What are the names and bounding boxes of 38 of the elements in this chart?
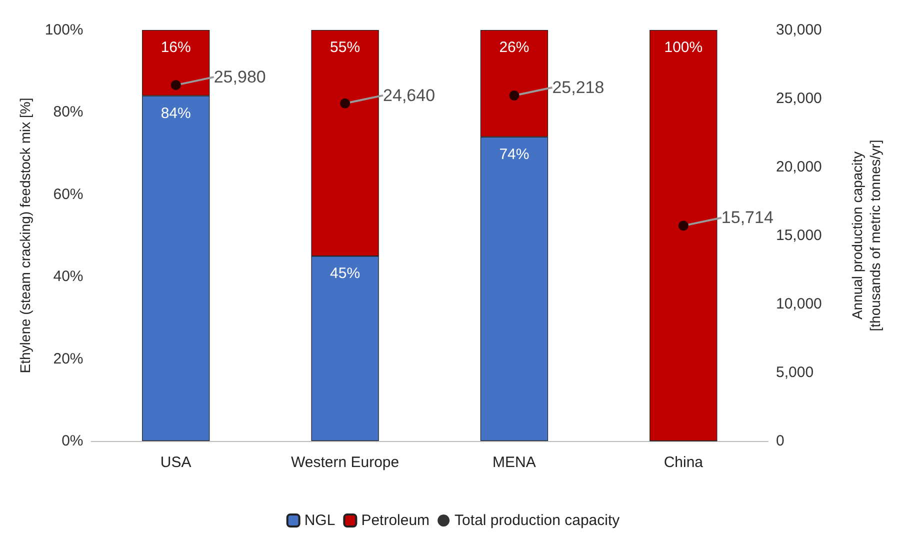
y2-tick-label: 30,000 <box>776 22 822 38</box>
data-label: 15,714 <box>721 208 774 228</box>
y-tick-label: 100% <box>44 22 84 38</box>
y2-tick-label: 5,000 <box>776 364 814 381</box>
legend-label: Total production capacity <box>454 512 620 529</box>
data-label: 74% <box>499 146 530 163</box>
bar <box>650 30 718 441</box>
y2-tick-label: 10,000 <box>776 296 822 312</box>
legend-label: Petroleum <box>361 512 430 529</box>
data-label: 26% <box>499 39 530 56</box>
y-tick-label: 60% <box>53 186 84 203</box>
data-label: 25,980 <box>214 68 266 87</box>
data-label: 16% <box>160 39 191 56</box>
data-label: 84% <box>160 104 191 122</box>
data-label: 25,218 <box>552 78 604 98</box>
y2-tick-label: 0 <box>776 432 784 450</box>
point <box>340 98 350 108</box>
y2-tick-label: 15,000 <box>776 227 822 244</box>
y2-tick-label: 25,000 <box>776 90 822 107</box>
y2-axis-title: Annual production capacity [thousands of metric tonnes/yr] <box>849 140 883 332</box>
x-tick-label: China <box>664 454 704 471</box>
y-tick-label: 80% <box>53 104 84 121</box>
data-label: 100% <box>664 39 703 56</box>
y2-tick-label: 20,000 <box>776 158 822 176</box>
y-tick-label: 20% <box>53 350 84 368</box>
data-label: 45% <box>330 265 360 282</box>
legend-label: NGL <box>304 512 336 529</box>
point <box>509 90 520 101</box>
x-tick-label: USA <box>160 454 192 471</box>
y-axis-title: Ethylene (steam cracking) feedstock mix [%] <box>17 98 33 374</box>
y-tick-label: 0% <box>62 432 84 450</box>
data-label: 24,640 <box>383 86 436 105</box>
x-tick-label: MENA <box>492 454 536 471</box>
point <box>170 80 181 90</box>
data-label: 55% <box>330 39 360 56</box>
y-tick-label: 40% <box>53 268 84 286</box>
point <box>678 220 688 231</box>
x-tick-label: Western Europe <box>290 454 400 471</box>
